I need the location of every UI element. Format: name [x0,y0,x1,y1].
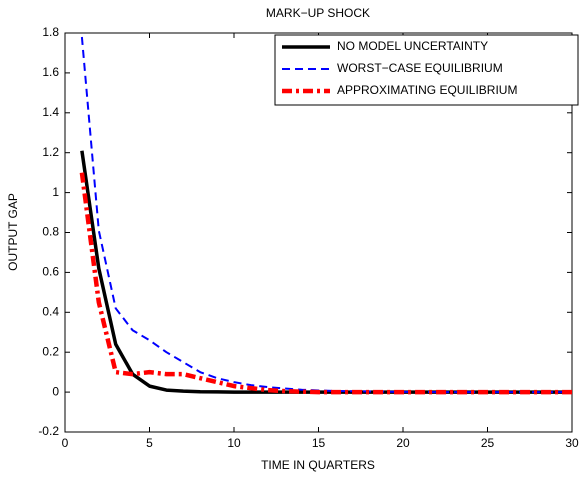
legend-label: WORST−CASE EQUILIBRIUM [337,61,503,75]
series-line [80,150,572,394]
y-tick-label: 0.8 [42,225,59,239]
x-tick-label: 25 [481,436,495,450]
y-axis-label: OUTPUT GAP [6,193,20,271]
x-tick-label: 20 [396,436,410,450]
chart-title: MARK−UP SHOCK [266,6,370,20]
series-line [79,172,572,395]
y-tick-label: -0.2 [38,424,59,438]
y-tick-label: 0.4 [42,304,59,318]
x-tick-label: 15 [312,436,326,450]
x-tick-label: 5 [146,436,153,450]
legend-label: APPROXIMATING EQUILIBRIUM [337,83,517,97]
y-tick-label: 1.8 [42,25,59,39]
y-tick-label: 1.2 [42,145,59,159]
y-tick-label: 0 [52,384,59,398]
y-tick-label: 1.4 [42,105,59,119]
x-tick-label: 10 [227,436,241,450]
y-tick-label: 1.6 [42,65,59,79]
y-tick-label: 0.2 [42,344,59,358]
y-tick-label: 0.6 [42,265,59,279]
x-tick-label: 0 [62,436,69,450]
x-tick-label: 30 [565,436,579,450]
x-axis-label: TIME IN QUARTERS [261,458,375,472]
legend-label: NO MODEL UNCERTAINTY [337,39,488,53]
y-tick-label: 1 [52,185,59,199]
